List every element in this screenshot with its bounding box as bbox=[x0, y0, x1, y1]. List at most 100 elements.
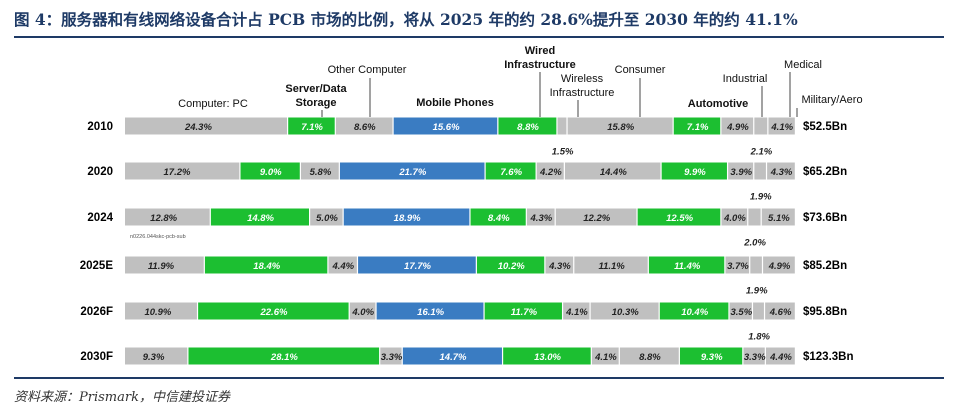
bar-segment-medical bbox=[748, 208, 761, 226]
data-label: 7.1% bbox=[301, 122, 323, 133]
watermark-note: n0226.044skc-pcb-sub bbox=[130, 234, 186, 240]
bar-segment-mobile-phones bbox=[339, 162, 485, 180]
bar-segment-computer-pc bbox=[125, 347, 188, 365]
data-label: 10.2% bbox=[498, 261, 525, 272]
bar-segment-server-data-storage bbox=[210, 208, 309, 226]
bar-segment-consumer bbox=[555, 208, 637, 226]
data-label: 4.1% bbox=[594, 352, 617, 363]
bar-segment-industrial bbox=[728, 162, 754, 180]
data-label: 3.3% bbox=[744, 352, 766, 363]
bar-segment-server-data-storage bbox=[198, 302, 349, 320]
bar-segment-consumer bbox=[619, 347, 679, 365]
category-header-text: Other Computer bbox=[328, 64, 407, 76]
bar-segment-mobile-phones bbox=[376, 302, 484, 320]
data-label: 10.9% bbox=[144, 307, 171, 318]
bar-segment-computer-pc bbox=[125, 162, 240, 180]
source-rule bbox=[14, 377, 944, 379]
bar-segment-wireless-infrastructure bbox=[526, 208, 555, 226]
data-label: 9.3% bbox=[701, 352, 723, 363]
bar-segment-consumer bbox=[574, 256, 648, 274]
bar-segment-wireless-infrastructure bbox=[536, 162, 564, 180]
data-label: 15.6% bbox=[433, 122, 460, 133]
bar-segment-military-aero bbox=[761, 208, 795, 226]
data-label: 4.4% bbox=[769, 352, 792, 363]
year-label: 2010 bbox=[87, 121, 113, 133]
page-title: 图 4：服务器和有线网络设备合计占 PCB 市场的比例，将从 2025 年的约 … bbox=[14, 10, 798, 29]
category-header-text: Mobile Phones bbox=[416, 97, 494, 109]
data-label: 4.0% bbox=[351, 307, 374, 318]
data-label: 11.4% bbox=[674, 261, 701, 272]
bar-segment-wired-infrastructure bbox=[476, 256, 545, 274]
category-header-text: Storage bbox=[296, 97, 337, 109]
data-label: 4.9% bbox=[726, 122, 749, 133]
bar-segment-medical bbox=[750, 256, 762, 274]
bar-segment-mobile-phones bbox=[358, 256, 476, 274]
data-label: 3.7% bbox=[727, 261, 749, 272]
bar-segment-military-aero bbox=[763, 256, 795, 274]
data-label: 1.9% bbox=[750, 192, 772, 203]
data-label: 9.3% bbox=[143, 352, 165, 363]
bars-layer: 2010 24.3% 7.1% 8.6% 15.6% 8.8% 1.5% 15.8% 7.1% 4… bbox=[80, 117, 854, 365]
data-label: 4.1% bbox=[770, 122, 793, 133]
data-label: 4.2% bbox=[539, 167, 562, 178]
data-label: 8.6% bbox=[354, 122, 376, 133]
year-label: 2025E bbox=[80, 260, 114, 272]
bar-segment-wired-infrastructure bbox=[503, 347, 591, 365]
data-label: 4.1% bbox=[565, 307, 588, 318]
bar-segment-wired-infrastructure bbox=[484, 302, 562, 320]
data-label: 5.1% bbox=[768, 213, 790, 224]
bar-segment-other-computer bbox=[300, 162, 339, 180]
category-header-consumer: Consumer bbox=[615, 64, 666, 117]
data-label: 8.8% bbox=[639, 352, 661, 363]
bar-segment-industrial bbox=[729, 302, 752, 320]
data-label: 22.6% bbox=[259, 307, 287, 318]
data-label: 21.7% bbox=[398, 167, 426, 178]
bar-segment-other-computer bbox=[380, 347, 402, 365]
bar-segment-military-aero bbox=[767, 162, 795, 180]
bar-segment-computer-pc bbox=[125, 256, 204, 274]
bar-segment-industrial bbox=[743, 347, 765, 365]
data-label: 3.3% bbox=[381, 352, 403, 363]
category-header-text: Server/Data bbox=[285, 83, 347, 95]
data-label: 4.3% bbox=[770, 167, 793, 178]
data-label: 2.0% bbox=[743, 238, 766, 249]
bar-segment-industrial bbox=[725, 256, 750, 274]
bar-segment-other-computer bbox=[349, 302, 376, 320]
bar-segment-computer-pc bbox=[125, 208, 210, 226]
data-label: 12.2% bbox=[583, 213, 610, 224]
bar-segment-server-data-storage bbox=[240, 162, 300, 180]
total-label: $123.3Bn bbox=[803, 351, 854, 363]
category-header-other-computer: Other Computer bbox=[328, 64, 407, 117]
bar-segment-other-computer bbox=[328, 256, 357, 274]
category-header-text: Infrastructure bbox=[504, 59, 576, 71]
data-label: 11.9% bbox=[148, 261, 175, 272]
data-label: 14.8% bbox=[247, 213, 274, 224]
data-label: 12.5% bbox=[666, 213, 693, 224]
bar-segment-industrial bbox=[721, 117, 754, 135]
data-label: 7.6% bbox=[500, 167, 522, 178]
category-header-wired-infrastructure: Wired Infrastructure bbox=[504, 45, 576, 117]
bar-segment-wired-infrastructure bbox=[485, 162, 536, 180]
data-label: 15.8% bbox=[607, 122, 634, 133]
data-label: 1.9% bbox=[746, 286, 768, 297]
data-label: 18.9% bbox=[394, 213, 421, 224]
bar-segment-industrial bbox=[721, 208, 748, 226]
data-label: 18.4% bbox=[253, 261, 280, 272]
title-rule bbox=[14, 36, 944, 38]
bar-segment-consumer bbox=[590, 302, 659, 320]
bar-segment-mobile-phones bbox=[393, 117, 498, 135]
bar-segment-medical bbox=[754, 162, 766, 180]
data-label: 10.4% bbox=[681, 307, 708, 318]
data-label: 4.3% bbox=[530, 213, 553, 224]
data-label: 8.8% bbox=[517, 122, 539, 133]
bar-segment-computer-pc bbox=[125, 302, 197, 320]
bar-segment-military-aero bbox=[768, 117, 795, 135]
data-label: 7.1% bbox=[687, 122, 709, 133]
data-label: 8.4% bbox=[488, 213, 510, 224]
bar-segment-military-aero bbox=[765, 302, 795, 320]
total-label: $95.8Bn bbox=[803, 306, 847, 318]
bar-segment-wired-infrastructure bbox=[498, 117, 557, 135]
data-label: 10.3% bbox=[612, 307, 639, 318]
category-header-industrial: Industrial bbox=[723, 73, 767, 117]
category-header-computer-pc: Computer: PC bbox=[178, 98, 248, 110]
